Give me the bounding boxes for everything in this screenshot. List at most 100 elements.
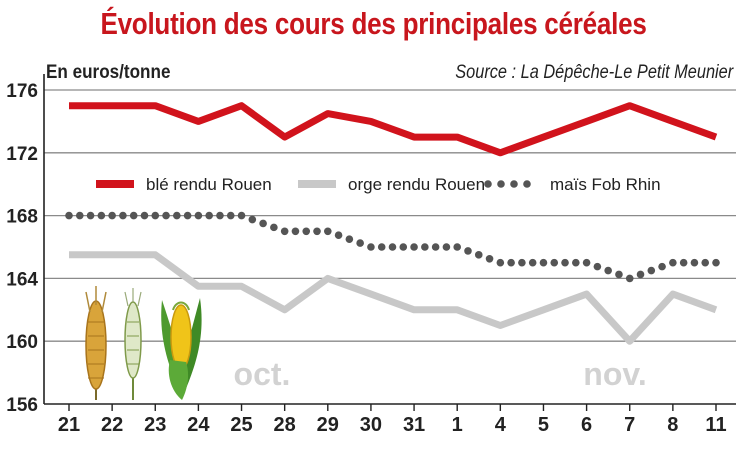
data-point (237, 211, 246, 220)
x-tick-label: 29 (317, 414, 339, 436)
month-label: oct. (234, 356, 291, 392)
data-point (464, 247, 472, 255)
x-tick-label: 7 (624, 414, 635, 436)
legend-item: orge rendu Rouen (298, 175, 485, 194)
data-point (334, 231, 343, 240)
data-point (485, 254, 494, 263)
x-tick-label: 1 (452, 414, 463, 436)
data-point (701, 258, 710, 267)
x-tick-label: 24 (187, 414, 210, 436)
month-label: nov. (583, 356, 646, 392)
data-point (550, 258, 559, 267)
data-point (539, 258, 548, 267)
legend-label: orge rendu Rouen (348, 175, 485, 194)
x-tick-label: 5 (538, 414, 549, 436)
y-tick-label: 172 (6, 144, 38, 165)
data-point (593, 262, 602, 271)
legend-swatch-dot (497, 180, 505, 188)
data-point (367, 243, 375, 251)
data-point (582, 258, 591, 267)
y-tick-label: 168 (6, 207, 38, 228)
data-point (636, 270, 645, 279)
data-point (86, 211, 95, 220)
corn-icon (161, 298, 202, 400)
data-point (313, 227, 321, 236)
x-tick-label: 21 (58, 414, 80, 436)
data-point (421, 243, 429, 251)
data-point (302, 227, 311, 236)
x-tick-label: 31 (403, 414, 425, 436)
data-point (615, 270, 623, 279)
data-point (248, 215, 257, 224)
data-point (399, 243, 408, 251)
data-point (270, 223, 278, 232)
source-label: Source : La Dépêche-Le Petit Meunier (455, 62, 733, 83)
x-tick-label: 30 (360, 414, 382, 436)
data-point (205, 211, 213, 220)
data-point (216, 211, 224, 220)
legend-item: blé rendu Rouen (96, 175, 272, 194)
data-point (151, 211, 160, 220)
data-point (647, 266, 656, 275)
data-point (173, 211, 181, 220)
series-mais (65, 211, 720, 283)
data-point (442, 243, 451, 251)
x-tick-label: 22 (101, 414, 123, 436)
data-point (658, 262, 666, 271)
data-point (388, 243, 397, 251)
x-tick-label: 25 (230, 414, 252, 436)
data-point (324, 227, 332, 236)
data-point (410, 243, 418, 251)
data-point (194, 211, 203, 220)
legend-swatch-dot (510, 180, 518, 188)
barley-icon (124, 288, 142, 400)
y-axis-unit-label: En euros/tonne (46, 62, 171, 83)
data-point (712, 258, 720, 267)
data-point (140, 211, 149, 220)
data-point (518, 258, 526, 267)
x-tick-label: 6 (581, 414, 592, 436)
data-point (97, 211, 106, 220)
data-point (129, 211, 138, 220)
data-point (75, 211, 84, 220)
data-point (356, 239, 364, 247)
series-ble-line (69, 102, 718, 157)
legend-item: maïs Fob Rhin (484, 175, 661, 194)
data-point (625, 274, 634, 283)
data-point (108, 211, 116, 220)
data-point (377, 243, 386, 251)
legend-swatch-dot (523, 180, 531, 188)
legend-swatch-dot (484, 180, 492, 188)
y-tick-label: 160 (6, 332, 38, 353)
data-point (280, 227, 289, 236)
data-point (119, 211, 127, 220)
data-point (65, 211, 73, 220)
chart-title: Évolution des cours des principales céré… (100, 6, 647, 41)
data-point (507, 258, 515, 267)
data-point (291, 227, 300, 236)
series-orge-line (69, 251, 718, 345)
data-point (453, 243, 462, 251)
data-point (604, 266, 612, 275)
data-point (690, 258, 699, 267)
x-tick-label: 11 (705, 414, 726, 436)
data-point (528, 258, 537, 267)
x-tick-label: 4 (495, 414, 507, 436)
x-tick-label: 8 (667, 414, 678, 436)
wheat-icon (85, 286, 107, 400)
data-point (679, 258, 688, 267)
data-point (561, 258, 569, 267)
data-point (572, 258, 580, 267)
data-point (259, 219, 267, 228)
x-tick-label: 28 (274, 414, 296, 436)
data-point (474, 251, 483, 259)
y-tick-label: 164 (6, 269, 38, 290)
data-point (226, 211, 235, 220)
y-tick-label: 156 (6, 395, 38, 416)
data-point (162, 211, 170, 220)
data-point (345, 235, 354, 243)
legend-label: blé rendu Rouen (146, 175, 272, 194)
data-point (669, 258, 677, 267)
x-tick-label: 23 (144, 414, 166, 436)
